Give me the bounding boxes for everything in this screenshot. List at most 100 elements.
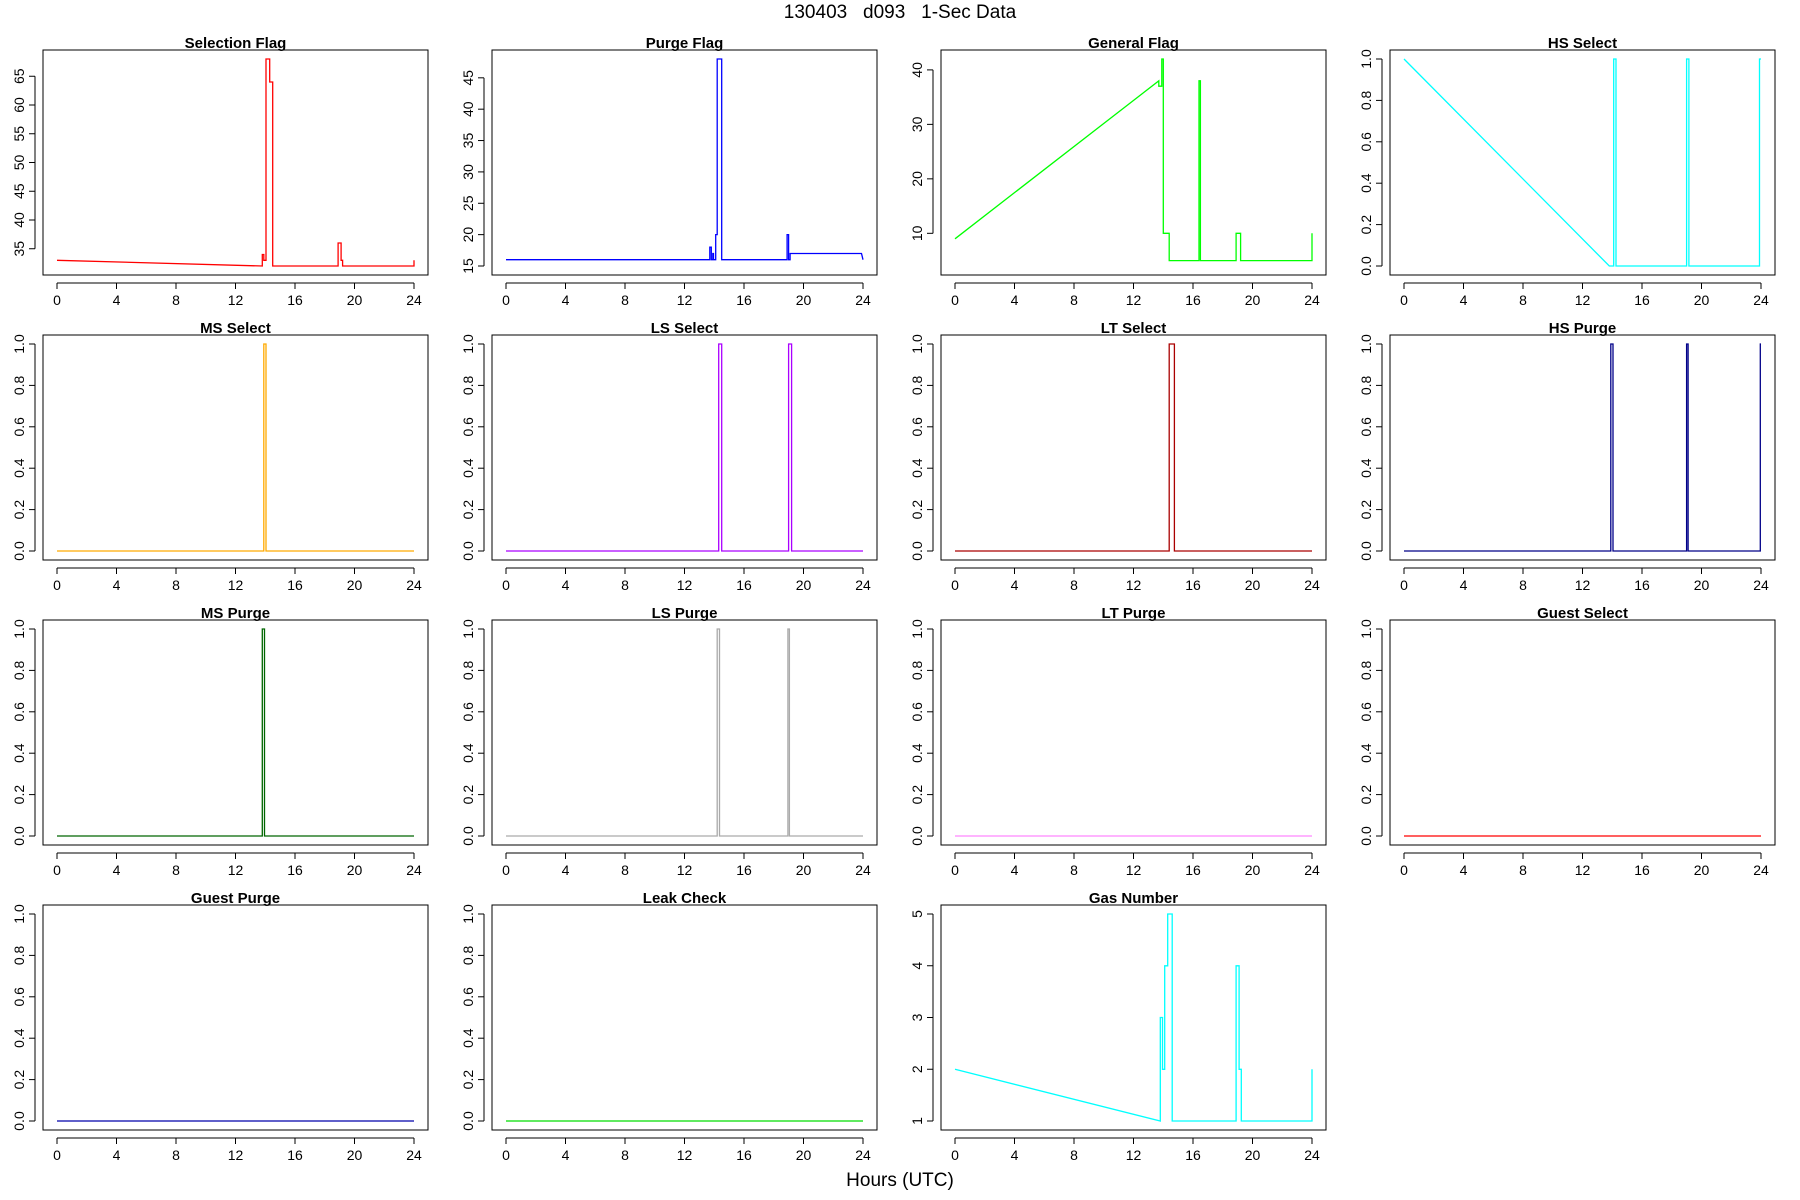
x-tick-label: 0	[951, 1147, 959, 1163]
x-tick-label: 20	[347, 862, 363, 878]
x-tick-label: 4	[1460, 577, 1468, 593]
panel-guest-purge: Guest Purge 0 4 8 12 16 20 24 0.0 0.2 0.4 0.6 0.8 1.0	[11, 890, 429, 1163]
series-line	[506, 58, 864, 261]
x-tick-label: 20	[347, 1147, 363, 1163]
y-tick-label: 0.6	[909, 702, 925, 722]
y-tick-label: 0.2	[1358, 500, 1374, 520]
y-tick-label: 0.6	[11, 702, 27, 722]
x-tick-label: 0	[502, 292, 510, 308]
y-tick-label: 0.0	[11, 1111, 27, 1131]
x-tick-label: 4	[562, 577, 570, 593]
y-tick-label: 5	[909, 910, 925, 918]
x-tick-label: 16	[1185, 292, 1201, 308]
x-tick-label: 4	[1460, 292, 1468, 308]
plot-frame	[491, 334, 878, 561]
y-tick-label: 1.0	[460, 334, 476, 354]
x-tick-label: 0	[53, 862, 61, 878]
y-tick-label: 0.6	[909, 417, 925, 437]
x-tick-label: 8	[1070, 292, 1078, 308]
x-tick-label: 20	[1694, 292, 1710, 308]
panel-ls-purge: LS Purge 0 4 8 12 16 20 24 0.0 0.2 0.4 0.6 0.8 1.0	[460, 605, 878, 878]
panel-title: LT Select	[1101, 320, 1167, 337]
panel-title: LS Select	[651, 320, 719, 337]
y-tick-label: 3	[909, 1013, 925, 1021]
y-tick-label: 0.4	[1358, 743, 1374, 763]
y-tick-label: 35	[460, 133, 476, 149]
y-tick-label: 0.8	[460, 660, 476, 680]
x-tick-label: 4	[1011, 577, 1019, 593]
x-tick-label: 12	[1575, 862, 1591, 878]
plot-frame	[491, 904, 878, 1131]
x-tick-label: 4	[113, 862, 121, 878]
x-tick-label: 12	[1126, 292, 1142, 308]
y-tick-label: 0.4	[460, 1028, 476, 1048]
x-tick-label: 20	[1694, 862, 1710, 878]
panel-title: Guest Select	[1537, 605, 1628, 622]
y-tick-label: 0.0	[1358, 826, 1374, 846]
x-tick-label: 8	[1070, 1147, 1078, 1163]
y-tick-label: 0.8	[11, 660, 27, 680]
panel-ms-purge: MS Purge 0 4 8 12 16 20 24 0.0 0.2 0.4 0.6 0.8 1.0	[11, 605, 429, 878]
plot-frame	[940, 49, 1327, 276]
x-tick-label: 0	[951, 862, 959, 878]
y-tick-label: 50	[11, 155, 27, 171]
x-tick-label: 16	[287, 1147, 303, 1163]
x-tick-label: 0	[502, 1147, 510, 1163]
panel-general-flag: General Flag 0 4 8 12 16 20 24 10 20 30 40	[909, 35, 1327, 308]
x-tick-label: 20	[796, 292, 812, 308]
x-tick-label: 24	[1753, 292, 1769, 308]
x-tick-label: 8	[172, 1147, 180, 1163]
y-tick-label: 0.0	[11, 826, 27, 846]
x-tick-label: 16	[287, 862, 303, 878]
y-tick-label: 0.0	[909, 541, 925, 561]
y-tick-label: 30	[909, 116, 925, 132]
panel-lt-purge: LT Purge 0 4 8 12 16 20 24 0.0 0.2 0.4 0.6 0.8 1.0	[909, 605, 1327, 878]
panel-purge-flag: Purge Flag 0 4 8 12 16 20 24 15 20 25 30 35 40 45	[460, 35, 878, 308]
y-tick-label: 1.0	[11, 619, 27, 639]
x-tick-label: 8	[1519, 292, 1527, 308]
x-tick-label: 0	[951, 577, 959, 593]
y-tick-label: 0.2	[909, 500, 925, 520]
x-tick-label: 12	[1126, 862, 1142, 878]
series-line	[1404, 343, 1761, 552]
y-tick-label: 0.6	[460, 987, 476, 1007]
x-tick-label: 0	[502, 862, 510, 878]
y-tick-label: 0.2	[1358, 785, 1374, 805]
x-tick-label: 8	[172, 577, 180, 593]
y-tick-label: 1.0	[1358, 334, 1374, 354]
plot-frame	[42, 49, 429, 276]
x-tick-label: 24	[1753, 577, 1769, 593]
x-tick-label: 4	[113, 292, 121, 308]
y-tick-label: 0.4	[909, 458, 925, 478]
y-tick-label: 0.0	[460, 826, 476, 846]
x-tick-label: 20	[796, 1147, 812, 1163]
panel-title: HS Purge	[1549, 320, 1617, 337]
y-tick-label: 0.8	[1358, 660, 1374, 680]
x-tick-label: 12	[228, 1147, 244, 1163]
x-tick-label: 16	[1185, 577, 1201, 593]
x-tick-label: 12	[228, 862, 244, 878]
y-tick-label: 1.0	[11, 904, 27, 924]
y-tick-label: 0.2	[909, 785, 925, 805]
x-tick-label: 20	[1245, 577, 1261, 593]
series-line	[955, 343, 1312, 552]
y-tick-label: 0.0	[460, 1111, 476, 1131]
panel-title: LT Purge	[1102, 605, 1166, 622]
y-tick-label: 1.0	[909, 334, 925, 354]
y-tick-label: 0.4	[1358, 458, 1374, 478]
y-tick-label: 0.4	[11, 458, 27, 478]
x-tick-label: 24	[406, 1147, 422, 1163]
x-tick-label: 24	[855, 577, 871, 593]
y-tick-label: 0.6	[460, 702, 476, 722]
x-tick-label: 4	[113, 577, 121, 593]
x-tick-label: 8	[1070, 577, 1078, 593]
x-tick-label: 16	[1634, 292, 1650, 308]
panel-title: Guest Purge	[191, 890, 280, 907]
y-tick-label: 1.0	[11, 334, 27, 354]
y-tick-label: 40	[909, 62, 925, 78]
x-tick-label: 24	[406, 292, 422, 308]
y-tick-label: 0.0	[1358, 541, 1374, 561]
x-tick-label: 0	[502, 577, 510, 593]
panel-ms-select: MS Select 0 4 8 12 16 20 24 0.0 0.2 0.4 0.6 0.8 1.0	[11, 320, 429, 593]
x-tick-label: 16	[736, 577, 752, 593]
